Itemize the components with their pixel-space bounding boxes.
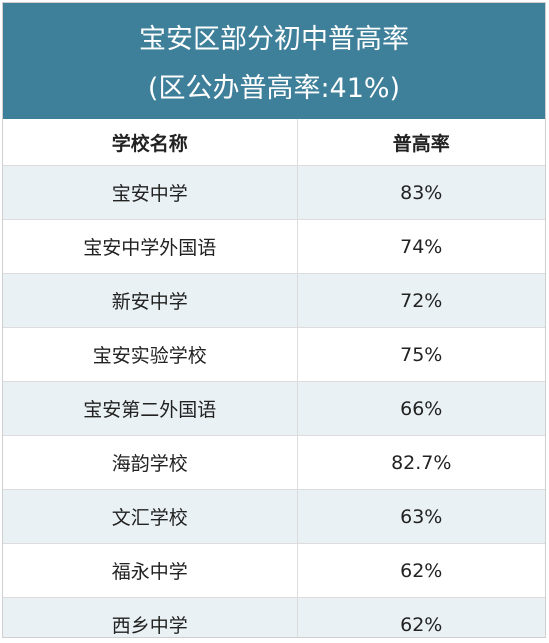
rate-cell: 74% [296,219,545,274]
table-row: 宝安中学 83% [3,165,545,220]
column-header-rate: 普高率 [296,119,545,166]
table-row: 新安中学 72% [3,273,545,328]
column-header-school: 学校名称 [3,119,297,166]
rate-cell: 72% [296,273,545,328]
school-name-cell: 文汇学校 [3,489,297,544]
school-name-cell: 新安中学 [3,273,297,328]
rate-table: 学校名称 普高率 宝安中学 83% 宝安中学外国语 74% 新安中学 72% 宝… [3,119,545,637]
table-row: 文汇学校 63% [3,489,545,544]
rate-cell: 62% [296,597,545,637]
rate-cell: 82.7% [296,435,545,490]
rate-cell: 75% [296,327,545,382]
table-row: 宝安实验学校 75% [3,327,545,382]
title-banner: 宝安区部分初中普高率 (区公办普高率:41%) [3,3,545,119]
table-row: 海韵学校 82.7% [3,435,545,490]
table-row: 西乡中学 62% [3,597,545,637]
page-title: 宝安区部分初中普高率 [139,24,409,55]
school-name-cell: 宝安第二外国语 [3,381,297,436]
school-name-cell: 宝安实验学校 [3,327,297,382]
school-name-cell: 西乡中学 [3,597,297,637]
rate-cell: 83% [296,165,545,220]
table-row: 宝安第二外国语 66% [3,381,545,436]
rate-cell: 66% [296,381,545,436]
school-name-cell: 福永中学 [3,543,297,598]
table-row: 福永中学 62% [3,543,545,598]
school-name-cell: 宝安中学 [3,165,297,220]
rate-cell: 63% [296,489,545,544]
page-subtitle: (区公办普高率:41%) [147,73,401,104]
school-name-cell: 宝安中学外国语 [3,219,297,274]
table-row: 宝安中学外国语 74% [3,219,545,274]
rate-cell: 62% [296,543,545,598]
school-name-cell: 海韵学校 [3,435,297,490]
table-header-row: 学校名称 普高率 [3,119,545,166]
